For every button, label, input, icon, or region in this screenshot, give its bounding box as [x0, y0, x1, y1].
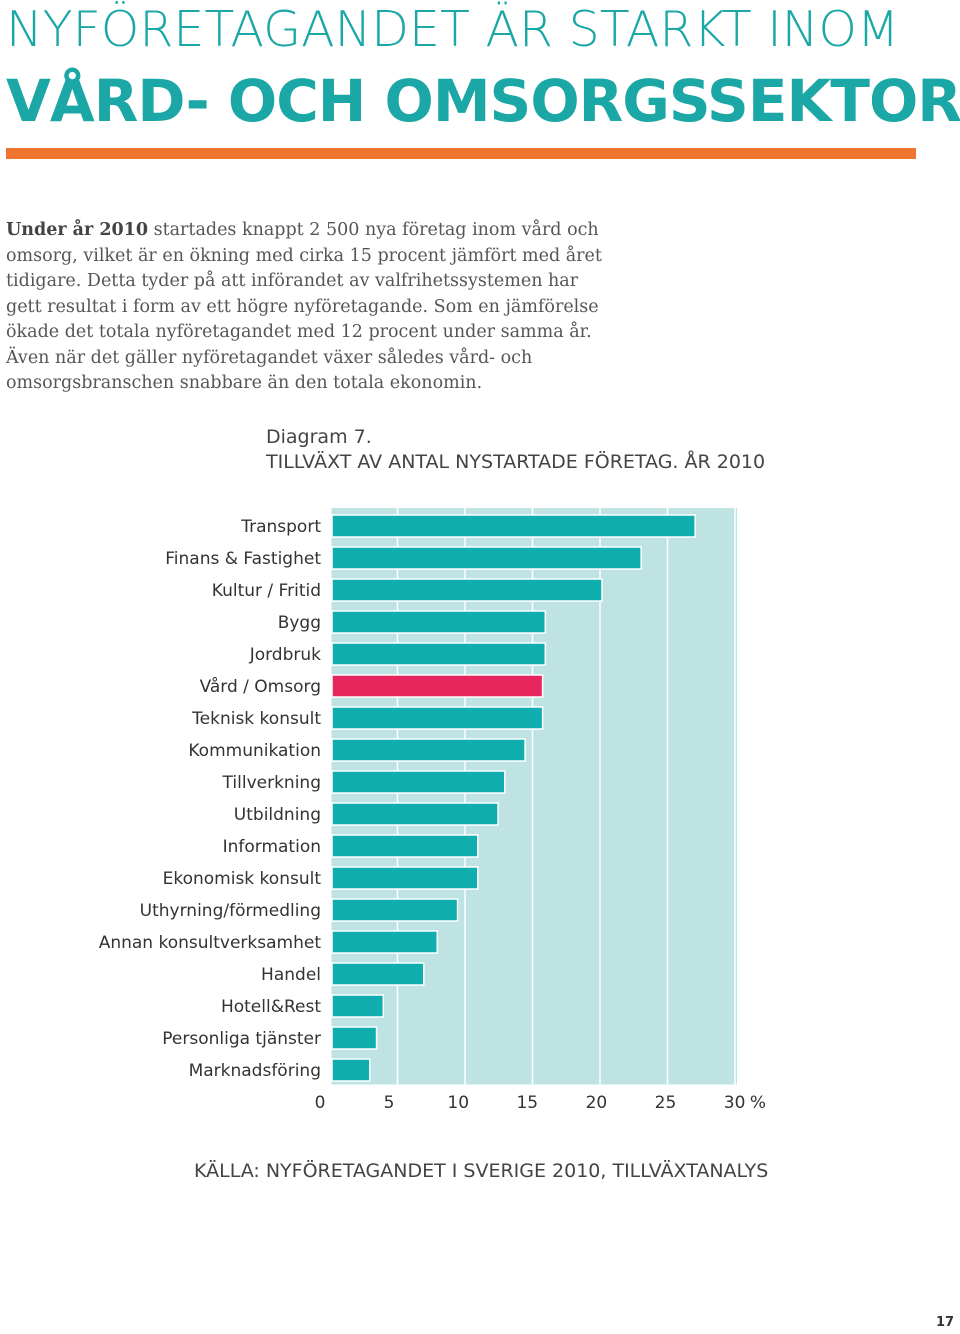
- orange-divider: [6, 148, 916, 159]
- x-tick-label-15: 15: [516, 1093, 538, 1113]
- category-label-1: Finans & Fastighet: [165, 549, 321, 569]
- page-title-line-2: VÅRD- OCH OMSORGSSEKTORN: [6, 67, 960, 135]
- x-tick-label-5: 5: [384, 1093, 395, 1113]
- category-label-11: Ekonomisk konsult: [163, 869, 322, 889]
- bar-8: [331, 770, 506, 794]
- bar-0: [331, 514, 696, 538]
- category-label-2: Kultur / Fritid: [212, 581, 321, 601]
- bar-14: [331, 962, 425, 986]
- intro-text: startades knappt 2 500 nya företag inom …: [6, 220, 602, 393]
- x-tick-label-25: 25: [655, 1093, 677, 1113]
- category-label-13: Annan konsultverksamhet: [99, 933, 322, 953]
- page-number: 17: [936, 1315, 955, 1330]
- category-label-17: Marknadsföring: [189, 1061, 321, 1081]
- bar-1: [331, 546, 642, 570]
- category-label-14: Handel: [261, 965, 321, 985]
- category-label-9: Utbildning: [234, 805, 321, 825]
- category-label-10: Information: [223, 837, 321, 857]
- bar-2: [331, 578, 603, 602]
- bar-9: [331, 802, 499, 826]
- category-label-15: Hotell&Rest: [221, 997, 321, 1017]
- diagram-title: TILLVÄXT AV ANTAL NYSTARTADE FÖRETAG. ÅR…: [266, 451, 766, 473]
- bar-10: [331, 834, 479, 858]
- intro-paragraph: Under år 2010 startades knappt 2 500 nya…: [6, 218, 606, 397]
- diagram-source: KÄLLA: NYFÖRETAGANDET I SVERIGE 2010, TI…: [194, 1160, 769, 1182]
- bar-6: [331, 706, 544, 730]
- category-label-8: Tillverkning: [222, 773, 321, 793]
- category-label-6: Teknisk konsult: [191, 709, 321, 729]
- bar-12: [331, 898, 459, 922]
- intro-lead: Under år 2010: [6, 220, 149, 240]
- bar-7: [331, 738, 526, 762]
- x-tick-label-20: 20: [586, 1093, 608, 1113]
- category-label-0: Transport: [240, 517, 321, 537]
- bar-4: [331, 642, 547, 666]
- bar-15: [331, 994, 385, 1018]
- bar-13: [331, 930, 439, 954]
- category-label-3: Bygg: [278, 613, 321, 633]
- x-tick-label-0: 0: [315, 1093, 326, 1113]
- x-tick-label-10: 10: [447, 1093, 469, 1113]
- category-label-7: Kommunikation: [188, 741, 321, 761]
- page-title-line-1: NYFÖRETAGANDET ÄR STARKT INOM: [6, 1, 900, 58]
- bar-3: [331, 610, 547, 634]
- category-label-5: Vård / Omsorg: [200, 676, 321, 697]
- bar-5: [331, 674, 544, 698]
- category-label-4: Jordbruk: [249, 645, 321, 665]
- x-unit-label: %: [750, 1093, 766, 1113]
- category-label-16: Personliga tjänster: [162, 1029, 321, 1049]
- bar-16: [331, 1026, 378, 1050]
- diagram-label: Diagram 7.: [266, 426, 372, 448]
- bar-11: [331, 866, 479, 890]
- x-tick-label-30: 30: [724, 1093, 746, 1113]
- bar-17: [331, 1058, 371, 1082]
- category-label-12: Uthyrning/förmedling: [140, 901, 321, 921]
